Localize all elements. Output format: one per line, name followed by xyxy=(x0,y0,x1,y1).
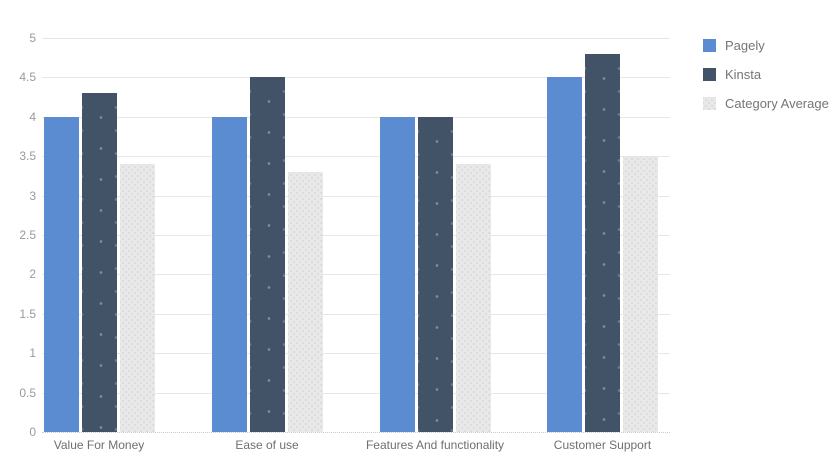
bar-category-average-value-for-money[interactable] xyxy=(119,164,155,432)
legend-item-category-average[interactable]: Category Average xyxy=(703,96,829,111)
legend-label-kinsta: Kinsta xyxy=(725,67,762,82)
y-tick-label-2.5: 2.5 xyxy=(19,228,36,242)
bar-pagely-customer-support[interactable] xyxy=(547,77,582,432)
y-tick-label-4: 4 xyxy=(29,109,36,124)
legend-swatch-icon-category-average xyxy=(703,97,716,110)
bar-kinsta-features-and-functionality[interactable] xyxy=(417,116,453,432)
x-category-label-features-and-functionality: Features And functionality xyxy=(365,438,505,452)
gridline-4 xyxy=(42,116,670,118)
gridline-2 xyxy=(42,274,670,276)
y-tick-label-3: 3 xyxy=(29,188,36,203)
legend-item-kinsta[interactable]: Kinsta xyxy=(703,67,829,82)
legend-label-pagely: Pagely xyxy=(725,38,765,53)
x-category-label-customer-support: Customer Support xyxy=(553,438,652,452)
gridline-5 xyxy=(42,38,670,39)
y-tick-label-3.5: 3.5 xyxy=(19,149,36,164)
bar-category-average-ease-of-use[interactable] xyxy=(287,171,323,432)
legend-swatch-icon-pagely xyxy=(703,39,716,52)
x-category-label-value-for-money: Value For Money xyxy=(53,438,145,452)
y-tick-label-2: 2 xyxy=(29,267,36,282)
legend-item-pagely[interactable]: Pagely xyxy=(703,38,829,53)
bar-pagely-ease-of-use[interactable] xyxy=(211,116,247,432)
y-tick-label-5: 5 xyxy=(29,31,36,45)
gridline-4.5 xyxy=(42,77,670,79)
gridline-3.5 xyxy=(42,156,670,158)
gridline-3 xyxy=(42,195,670,197)
plot-area xyxy=(42,38,670,433)
gridline-1 xyxy=(42,353,670,355)
bar-pagely-value-for-money[interactable] xyxy=(43,116,79,432)
y-tick-label-1.5: 1.5 xyxy=(19,306,36,321)
legend: Pagely Kinsta Category Average xyxy=(703,38,829,126)
y-tick-label-0.5: 0.5 xyxy=(19,385,36,400)
bar-pagely-features-and-functionality[interactable] xyxy=(379,116,415,432)
x-axis-baseline xyxy=(42,432,670,433)
gridline-0.5 xyxy=(42,392,670,394)
gridline-2.5 xyxy=(42,235,670,236)
x-category-label-ease-of-use: Ease of use xyxy=(235,438,299,452)
bar-kinsta-value-for-money[interactable] xyxy=(81,93,117,432)
bar-category-average-features-and-functionality[interactable] xyxy=(455,164,491,432)
gridline-1.5 xyxy=(42,313,670,315)
y-tick-label-4.5: 4.5 xyxy=(19,70,36,85)
legend-swatch-icon-kinsta xyxy=(703,68,716,81)
y-tick-label-1: 1 xyxy=(29,346,36,361)
bar-kinsta-customer-support[interactable] xyxy=(585,53,620,432)
bar-category-average-customer-support[interactable] xyxy=(623,156,658,432)
legend-label-category-average: Category Average xyxy=(725,96,829,111)
bar-kinsta-ease-of-use[interactable] xyxy=(249,77,285,432)
y-tick-label-0: 0 xyxy=(29,425,36,439)
